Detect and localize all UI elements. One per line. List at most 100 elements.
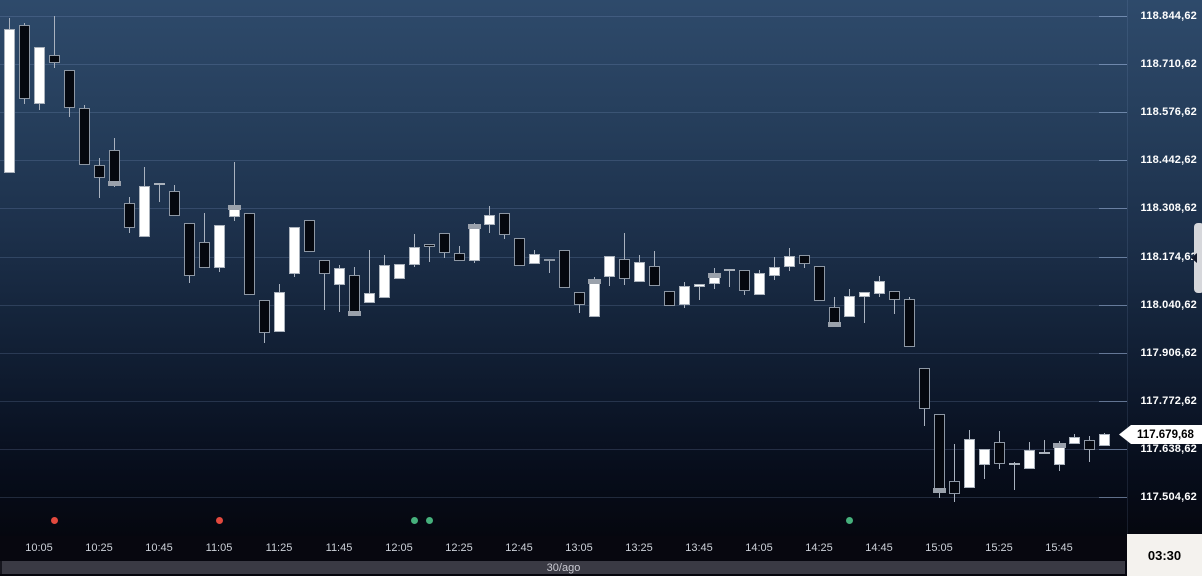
trade-marker-red-dot — [50, 516, 58, 524]
candle-bearish — [513, 238, 525, 267]
candle-bullish — [588, 281, 600, 318]
price-gridline — [0, 401, 1127, 402]
candle-bullish — [468, 226, 480, 262]
time-axis-label: 10:05 — [25, 542, 53, 554]
session-date-label: 30/ago — [546, 561, 581, 574]
candle-bullish — [363, 292, 375, 304]
candle-wick — [368, 249, 370, 304]
candle-wick — [158, 182, 160, 203]
price-gridline — [0, 160, 1127, 161]
chart-canvas[interactable] — [0, 0, 1127, 536]
candle-bearish — [183, 222, 195, 277]
candle-bullish — [528, 253, 540, 264]
candle-gray-cap — [347, 311, 361, 317]
time-axis-label: 15:05 — [925, 542, 953, 554]
time-axis-label: 11:45 — [325, 542, 353, 554]
candle-wick — [428, 244, 430, 263]
time-axis-label: 11:25 — [265, 542, 293, 554]
candle-wick — [323, 259, 325, 310]
price-axis-scrollbar-thumb[interactable] — [1194, 223, 1202, 293]
candle-wick — [548, 258, 550, 273]
candle-bearish — [198, 242, 210, 269]
candle-bearish — [933, 413, 945, 491]
candle-bullish — [213, 225, 225, 269]
candle-bullish — [3, 29, 15, 174]
candle-bullish — [33, 47, 45, 105]
time-axis[interactable]: 10:05 10:25 10:45 11:05 11:25 11:45 12:05 12:25… — [0, 536, 1127, 561]
candle-bullish — [678, 286, 690, 306]
trade-marker-red-dot — [215, 516, 223, 524]
candle-bullish — [1068, 436, 1080, 445]
current-price-tag: 117.679,68 — [1119, 425, 1202, 444]
candle-bearish — [918, 367, 930, 409]
price-axis-label: 117.906,62 — [1140, 347, 1197, 359]
date-bar-corner — [0, 561, 2, 574]
candle-bearish — [63, 70, 75, 109]
price-axis-label: 118.844,62 — [1140, 10, 1197, 22]
candle-bullish — [408, 247, 420, 265]
candle-bullish — [783, 256, 795, 268]
time-axis-label: 13:25 — [625, 542, 653, 554]
candle-bullish — [633, 262, 645, 282]
price-gridline — [0, 16, 1127, 17]
axis-separator — [1127, 0, 1128, 536]
candle-bearish — [258, 300, 270, 334]
candle-bearish — [543, 258, 555, 261]
price-axis-tick — [1099, 112, 1127, 113]
trade-marker-green-dot — [845, 516, 853, 524]
price-gridline — [0, 64, 1127, 65]
candle-wick — [233, 161, 235, 221]
time-axis-label: 14:25 — [805, 542, 833, 554]
candle-gray-cap — [1052, 442, 1066, 448]
candle-wick — [1043, 440, 1045, 454]
candle-bearish — [348, 275, 360, 314]
time-axis-label: 15:45 — [1045, 542, 1073, 554]
candle-bearish — [903, 299, 915, 348]
time-axis-label: 10:25 — [85, 542, 113, 554]
candle-bearish — [453, 253, 465, 262]
price-axis-label: 117.504,62 — [1140, 491, 1197, 503]
collapse-arrow-icon[interactable] — [1191, 253, 1197, 263]
price-gridline — [0, 112, 1127, 113]
candle-bearish — [108, 150, 120, 184]
time-axis-label: 12:05 — [385, 542, 413, 554]
candle-bullish — [723, 268, 735, 271]
price-axis-tick — [1099, 497, 1127, 498]
candle-bearish — [48, 54, 60, 63]
current-price-value: 117.679,68 — [1137, 428, 1194, 441]
candle-wick — [53, 15, 55, 68]
candle-wick — [338, 264, 340, 312]
candle-wick — [863, 291, 865, 324]
candle-bearish — [573, 291, 585, 306]
price-axis-tick — [1099, 64, 1127, 65]
candle-bearish — [648, 266, 660, 287]
time-axis-label: 10:45 — [145, 542, 173, 554]
candle-bearish — [1083, 440, 1095, 450]
candle-bullish — [873, 281, 885, 295]
candle-wick — [1013, 462, 1015, 491]
candle-wick — [893, 290, 895, 315]
candle-bearish — [303, 220, 315, 253]
candle-gray-cap — [227, 204, 241, 210]
candle-bullish — [858, 291, 870, 297]
candle-bullish — [273, 291, 285, 333]
price-axis-tick — [1099, 401, 1127, 402]
price-axis-tick — [1099, 208, 1127, 209]
candle-bullish — [1008, 463, 1020, 466]
candle-bearish — [243, 212, 255, 296]
price-axis-tick — [1099, 16, 1127, 17]
candle-bullish — [1053, 445, 1065, 465]
candle-bullish — [1038, 451, 1050, 454]
candle-bullish — [693, 284, 705, 287]
candle-bullish — [978, 449, 990, 465]
candle-bearish — [93, 164, 105, 179]
price-axis-tick — [1099, 160, 1127, 161]
price-axis-tick — [1099, 449, 1127, 450]
candle-bullish — [378, 264, 390, 298]
price-axis-label: 118.040,62 — [1140, 299, 1197, 311]
time-axis-label: 11:05 — [205, 542, 233, 554]
price-gridline — [0, 449, 1127, 450]
bar-countdown-box: 03:30 — [1127, 534, 1202, 576]
candle-bearish — [618, 258, 630, 279]
